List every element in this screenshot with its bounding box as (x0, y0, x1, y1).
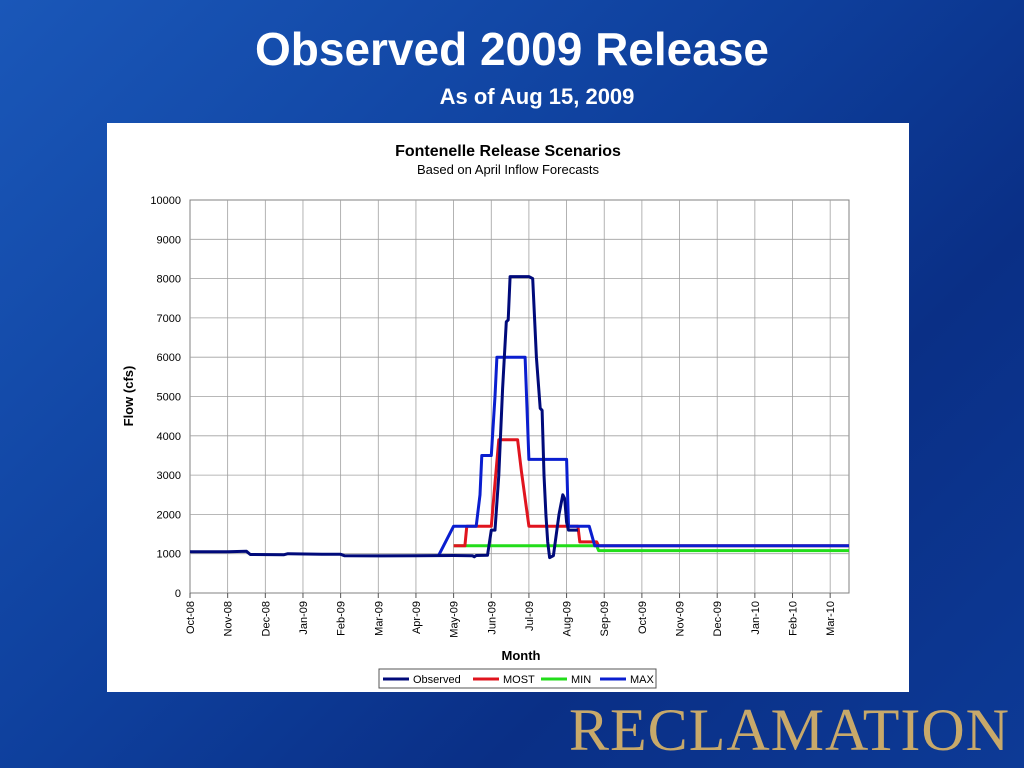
x-tick-label: Dec-09 (712, 601, 724, 636)
y-tick-label: 3000 (157, 470, 181, 482)
chart-title: Fontenelle Release Scenarios (395, 143, 621, 160)
y-tick-label: 9000 (157, 234, 181, 246)
x-tick-label: Sep-09 (599, 601, 611, 636)
x-tick-label: Mar-09 (373, 601, 385, 636)
y-tick-label: 10000 (150, 195, 181, 207)
gridlines (189, 200, 849, 598)
x-tick-label: May-09 (449, 601, 461, 638)
y-tick-label: 0 (175, 588, 181, 600)
series-line-max (437, 355, 849, 557)
x-tick-labels: Oct-08 Nov-08 Dec-08 Jan-09 Feb-09 Mar-09 Apr-… (185, 601, 837, 638)
slide-title: Observed 2009 Release (254, 23, 770, 75)
legend-label-min: MIN (571, 674, 591, 686)
x-tick-label: Oct-08 (185, 601, 197, 634)
y-tick-label: 6000 (157, 352, 181, 364)
x-tick-label: Dec-08 (260, 601, 272, 636)
y-tick-label: 7000 (157, 313, 181, 325)
series-lines (190, 275, 849, 560)
chart-subtitle: Based on April Inflow Forecasts (417, 162, 600, 177)
x-tick-label: Nov-08 (223, 601, 235, 636)
y-tick-label: 1000 (157, 549, 181, 561)
y-tick-label: 8000 (157, 274, 181, 286)
x-tick-label: Jun-09 (486, 601, 498, 635)
legend-label-max: MAX (630, 674, 655, 686)
legend: Observed MOST MIN MAX (378, 668, 657, 689)
x-tick-label: Nov-09 (675, 601, 687, 636)
y-tick-label: 4000 (157, 431, 181, 443)
x-tick-label: Apr-09 (411, 601, 423, 634)
series-line-min (453, 544, 849, 553)
x-tick-label: Oct-09 (637, 601, 649, 634)
x-tick-label: Feb-09 (336, 601, 348, 636)
legend-label-observed: Observed (413, 674, 461, 686)
reclamation-logo: RECLAMATION (569, 697, 1010, 763)
series-line-observed (190, 275, 578, 560)
x-tick-label: Jan-10 (750, 601, 762, 635)
y-axis-label: Flow (cfs) (121, 366, 136, 427)
x-tick-label: Feb-10 (788, 601, 800, 636)
x-tick-label: Jul-09 (524, 601, 536, 631)
y-tick-labels: 0 1000 2000 3000 4000 5000 6000 7000 8000 9000 100… (150, 195, 181, 600)
x-tick-label: Aug-09 (562, 601, 574, 636)
x-tick-label: Mar-10 (825, 601, 837, 636)
y-tick-label: 2000 (157, 509, 181, 521)
x-tick-label: Jan-09 (298, 601, 310, 635)
legend-label-most: MOST (503, 674, 535, 686)
chart-panel: Fontenelle Release Scenarios Based on Ap… (107, 123, 909, 692)
slide-subtitle: As of Aug 15, 2009 (439, 84, 635, 109)
x-axis-label: Month (502, 648, 541, 663)
legend-box (378, 668, 657, 689)
y-tick-label: 5000 (157, 392, 181, 404)
chart-svg: Fontenelle Release Scenarios Based on Ap… (121, 143, 850, 689)
